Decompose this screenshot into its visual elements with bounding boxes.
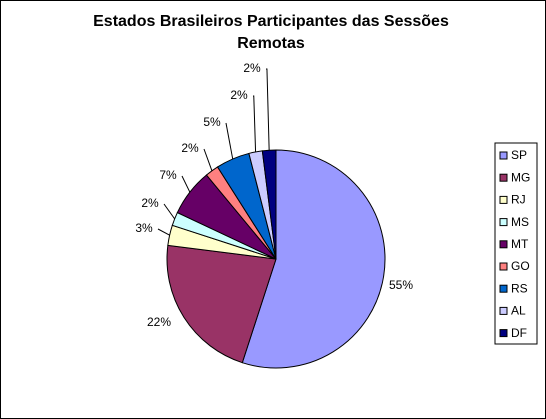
pie-slice (241, 149, 386, 369)
leader-line (163, 203, 176, 220)
data-label: 2% (243, 61, 261, 75)
data-label: 55% (389, 278, 413, 292)
legend-label: GO (511, 259, 530, 273)
legend-swatch (499, 284, 508, 293)
data-label: 2% (141, 196, 159, 210)
legend-label: MG (511, 170, 530, 184)
legend-label: AL (511, 304, 526, 318)
pie-slice (166, 244, 277, 364)
leader-line (157, 228, 170, 236)
data-label: 3% (135, 221, 153, 235)
leader-line (266, 68, 270, 151)
legend-label: RS (511, 281, 528, 295)
legend-swatch (499, 151, 508, 160)
legend-label: SP (511, 148, 527, 162)
leader-line (181, 175, 191, 193)
legend-label: DF (511, 326, 527, 340)
legend-swatch (499, 195, 508, 204)
leader-line (225, 122, 234, 160)
legend-swatch (499, 218, 508, 227)
legend-swatch (499, 240, 508, 249)
legend-swatch (499, 173, 508, 182)
data-label: 7% (159, 168, 177, 182)
legend-label: MT (511, 237, 529, 251)
data-label: 2% (230, 88, 248, 102)
data-label: 5% (203, 115, 221, 129)
legend-label: RJ (511, 193, 526, 207)
legend-swatch (499, 306, 508, 315)
data-label: 22% (147, 315, 171, 329)
data-label: 2% (181, 141, 199, 155)
legend-swatch (499, 262, 508, 271)
legend-swatch (499, 329, 508, 338)
leader-line (203, 148, 213, 171)
leader-line (253, 95, 257, 152)
chart-title: Estados Brasileiros Participantes das Se… (93, 13, 449, 52)
legend-label: MS (511, 215, 529, 229)
